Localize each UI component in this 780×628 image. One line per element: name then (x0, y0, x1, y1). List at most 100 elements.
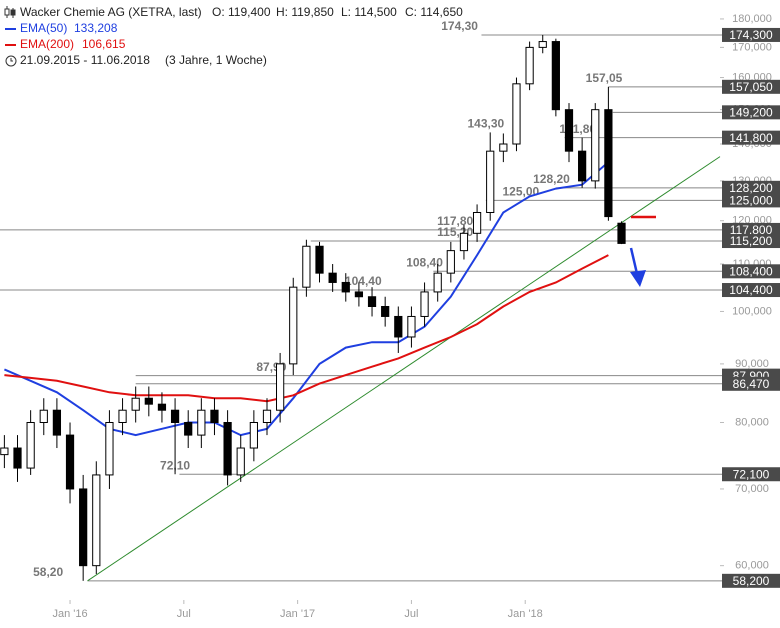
candle-body (551, 41, 560, 111)
level-box (722, 573, 780, 588)
level-note: 128,20 (533, 172, 570, 186)
candle-body (262, 409, 272, 423)
candle-body (433, 272, 442, 293)
level-label: 149,200 (729, 106, 773, 120)
level-boxes: 174,300 157,050 149,200 141,800 128,200125,0… (722, 27, 780, 588)
clock-hands (10, 58, 13, 62)
ohlc-low: L: 114,500 (341, 5, 397, 19)
level-note: 125,00 (502, 185, 539, 199)
ema-line (4, 161, 610, 437)
candle-body (512, 83, 521, 145)
level-note: 117,80 (437, 214, 473, 228)
candle-body (407, 315, 416, 338)
level-label: 108,400 (729, 264, 773, 278)
period: 21.09.2015 - 11.06.2018 (20, 53, 150, 67)
clock-icon (5, 55, 17, 67)
candle-body (617, 222, 626, 244)
x-tick-label: Jan '16 (52, 608, 87, 620)
level-note: 143,30 (467, 117, 504, 131)
level-box (722, 376, 780, 391)
level-label: 58,200 (733, 574, 770, 588)
y-tick-label: 90,000 (735, 358, 769, 370)
candle-body (578, 150, 587, 182)
candle-body (564, 109, 574, 152)
candle-body (118, 409, 127, 423)
title: Wacker Chemie AG (XETRA, last) (20, 5, 202, 19)
candle-body (236, 447, 245, 476)
level-box (722, 467, 780, 482)
level-box (722, 27, 780, 42)
ohlc-high: H: 119,850 (276, 5, 334, 19)
level-label: 125,000 (729, 194, 773, 208)
level-label: 72,100 (733, 467, 770, 481)
y-tick-label: 100,000 (732, 305, 772, 317)
candle-body (52, 409, 62, 436)
candle-body (105, 421, 114, 476)
candle-body (538, 41, 547, 48)
level-label: 86,470 (733, 377, 770, 391)
ohlc-open: O: 119,400 (212, 5, 271, 19)
level-note: 58,20 (33, 565, 63, 579)
ohlc-close: C: 114,650 (405, 5, 463, 19)
candle-body (525, 46, 534, 85)
level-box (722, 222, 780, 237)
x-tick-label: Jul (404, 608, 418, 620)
candle-body (394, 315, 403, 338)
plot-area: 60,00070,00080,00090,000100,000110,00012… (0, 13, 772, 620)
candle-body (341, 281, 350, 293)
candle-body (420, 291, 429, 317)
level-label: 157,050 (729, 80, 773, 94)
level-note: 108,40 (406, 255, 443, 269)
level-note: 157,05 (586, 71, 623, 85)
x-tick-label: Jan '17 (280, 608, 315, 620)
level-box (722, 264, 780, 279)
y-tick-label: 80,000 (735, 416, 769, 428)
y-tick-label: 170,000 (732, 41, 772, 53)
header-icon (4, 6, 16, 18)
trendline (87, 156, 721, 582)
candle-body (13, 447, 22, 469)
level-label: 174,300 (729, 28, 773, 42)
level-box (722, 283, 780, 298)
candle-body (289, 286, 298, 365)
candle-body (367, 296, 377, 307)
candle-body (210, 409, 219, 423)
annotation-arrowhead (630, 270, 646, 287)
level-box (722, 234, 780, 249)
candle-body (249, 421, 258, 449)
candle-body (197, 409, 206, 436)
candle-body (499, 143, 508, 152)
level-box (722, 180, 780, 195)
ema-line (4, 254, 609, 403)
candle-body (65, 434, 75, 490)
header-bg (0, 0, 300, 70)
candle-body (446, 250, 455, 274)
candle-body (591, 109, 600, 182)
level-box (722, 79, 780, 94)
candle-body (26, 421, 35, 469)
candle-body (0, 447, 9, 456)
level-box (722, 193, 780, 208)
candle-body (223, 421, 232, 476)
y-tick-label: 70,000 (735, 483, 769, 495)
level-label: 141,800 (729, 131, 773, 145)
level-label: 117,800 (730, 223, 773, 237)
candle-body (486, 150, 495, 213)
candle-body (459, 232, 469, 252)
level-note: 174,30 (441, 19, 478, 33)
candle-body (354, 291, 364, 298)
y-tick-label: 60,000 (735, 560, 769, 572)
candle-body (276, 363, 285, 411)
candle-body (381, 305, 390, 317)
candle-body (472, 211, 482, 234)
candle-body (604, 109, 613, 218)
candle-body (39, 409, 48, 423)
candle-body (170, 409, 180, 423)
candle-body (92, 474, 101, 567)
level-box (722, 130, 780, 145)
candle-body (157, 403, 167, 411)
level-label: 115,200 (730, 234, 773, 248)
candle-body (302, 245, 311, 288)
